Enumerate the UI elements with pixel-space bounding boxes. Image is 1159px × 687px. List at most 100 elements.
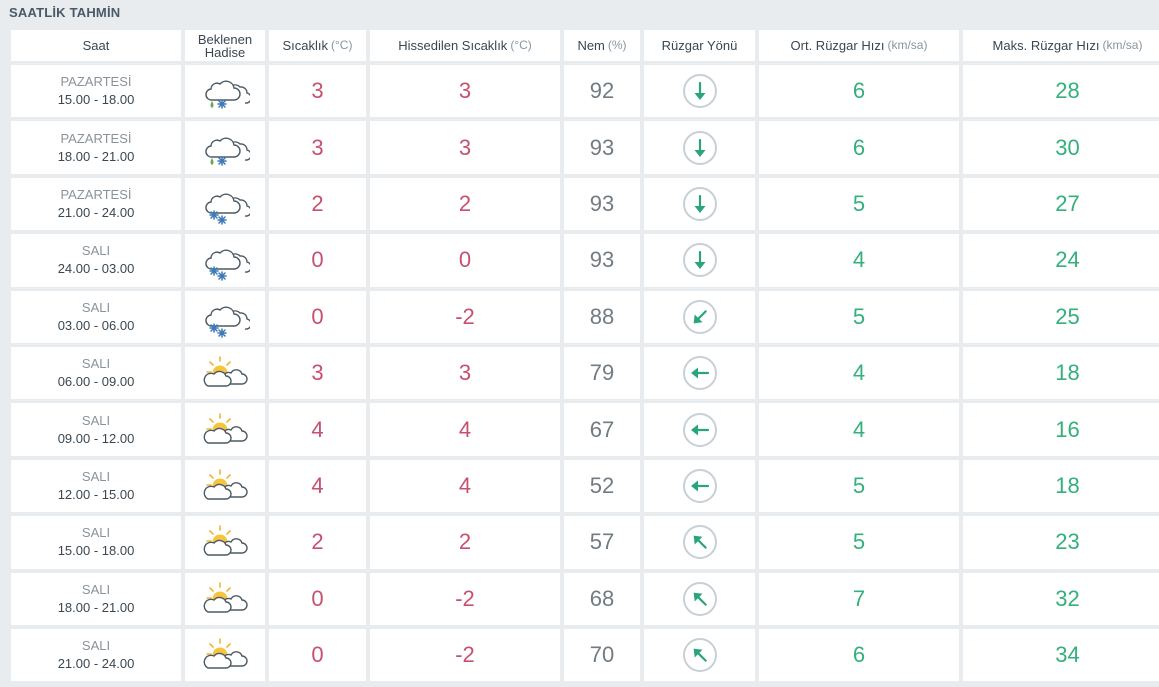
temperature-value: 3 (269, 65, 366, 118)
day-label: PAZARTESİ (60, 74, 132, 90)
section-title: SAATLİK TAHMİN (9, 5, 121, 20)
time-range: 09.00 - 12.00 (57, 430, 135, 446)
day-label: SALI (81, 356, 111, 372)
time-range: 24.00 - 03.00 (57, 261, 135, 277)
temperature-value: 2 (269, 177, 366, 231)
max-wind-value: 23 (963, 516, 1159, 569)
header-feels-like: Hissedilen Sıcaklık (°C) (370, 30, 560, 61)
time-cell: SALI 03.00 - 06.00 (11, 290, 181, 343)
time-cell: PAZARTESİ 21.00 - 24.00 (11, 177, 181, 231)
feels-like-value: -2 (370, 290, 560, 343)
time-cell: SALI 15.00 - 18.00 (11, 516, 181, 569)
max-wind-value: 16 (963, 403, 1159, 456)
temperature-value: 4 (269, 459, 366, 513)
wind-direction-cell (644, 572, 755, 625)
time-range: 06.00 - 09.00 (57, 374, 135, 390)
day-label: PAZARTESİ (60, 130, 132, 146)
day-label: SALI (81, 412, 111, 428)
temperature-value: 0 (269, 290, 366, 343)
feels-like-value: -2 (370, 628, 560, 682)
humidity-value: 93 (564, 177, 640, 231)
feels-like-value: 3 (370, 65, 560, 118)
humidity-value: 57 (564, 516, 640, 569)
avg-wind-value: 6 (759, 121, 959, 174)
day-label: SALI (81, 468, 111, 484)
temperature-value: 0 (269, 234, 366, 287)
temperature-value: 3 (269, 121, 366, 174)
weather-cell (185, 459, 265, 513)
day-label: SALI (81, 525, 111, 541)
header-avg-wind: Ort. Rüzgar Hızı (km/sa) (759, 30, 959, 61)
temperature-value: 0 (269, 628, 366, 682)
time-cell: PAZARTESİ 18.00 - 21.00 (11, 121, 181, 174)
time-range: 03.00 - 06.00 (57, 317, 135, 333)
weather-cell (185, 65, 265, 118)
weather-cell (185, 572, 265, 625)
avg-wind-value: 5 (759, 290, 959, 343)
partly-cloudy-icon (200, 409, 250, 451)
wind-direction-arrow-icon (682, 74, 717, 109)
feels-like-value: 2 (370, 516, 560, 569)
wind-direction-cell (644, 234, 755, 287)
wind-direction-cell (644, 628, 755, 682)
max-wind-value: 32 (963, 572, 1159, 625)
max-wind-value: 34 (963, 628, 1159, 682)
avg-wind-value: 5 (759, 459, 959, 513)
weather-cell (185, 403, 265, 456)
max-wind-value: 18 (963, 459, 1159, 513)
max-wind-value: 24 (963, 234, 1159, 287)
sleet-icon (200, 70, 250, 112)
wind-direction-cell (644, 121, 755, 174)
snow-icon (200, 296, 250, 338)
snow-icon (200, 183, 250, 225)
time-cell: SALI 12.00 - 15.00 (11, 459, 181, 513)
wind-direction-arrow-icon (682, 299, 717, 334)
max-wind-value: 18 (963, 346, 1159, 400)
wind-direction-arrow-icon (682, 243, 717, 278)
humidity-value: 67 (564, 403, 640, 456)
time-range: 15.00 - 18.00 (57, 543, 135, 559)
humidity-value: 93 (564, 121, 640, 174)
time-cell: SALI 18.00 - 21.00 (11, 572, 181, 625)
day-label: SALI (81, 638, 111, 654)
max-wind-value: 30 (963, 121, 1159, 174)
wind-direction-cell (644, 403, 755, 456)
day-label: SALI (81, 581, 111, 597)
wind-direction-cell (644, 177, 755, 231)
time-range: 18.00 - 21.00 (57, 148, 135, 164)
time-range: 15.00 - 18.00 (57, 92, 135, 108)
temperature-value: 2 (269, 516, 366, 569)
feels-like-value: 3 (370, 346, 560, 400)
partly-cloudy-icon (200, 352, 250, 394)
time-range: 21.00 - 24.00 (57, 204, 135, 220)
temperature-value: 0 (269, 572, 366, 625)
snow-icon (200, 239, 250, 282)
weather-cell (185, 628, 265, 682)
avg-wind-value: 4 (759, 234, 959, 287)
weather-cell (185, 346, 265, 400)
wind-direction-arrow-icon (682, 525, 717, 560)
header-time: Saat (11, 30, 181, 61)
feels-like-value: 4 (370, 459, 560, 513)
wind-direction-arrow-icon (682, 130, 717, 165)
feels-like-value: 0 (370, 234, 560, 287)
temperature-value: 4 (269, 403, 366, 456)
avg-wind-value: 6 (759, 628, 959, 682)
humidity-value: 79 (564, 346, 640, 400)
humidity-value: 68 (564, 572, 640, 625)
avg-wind-value: 5 (759, 516, 959, 569)
header-wind-direction: Rüzgar Yönü (644, 30, 755, 61)
weather-cell (185, 177, 265, 231)
time-range: 12.00 - 15.00 (57, 486, 135, 502)
partly-cloudy-icon (200, 634, 250, 676)
wind-direction-arrow-icon (682, 412, 717, 447)
temperature-value: 3 (269, 346, 366, 400)
time-range: 21.00 - 24.00 (57, 656, 135, 672)
weather-cell (185, 121, 265, 174)
hourly-forecast-table: Saat Beklenen Hadise Sıcaklık (°C) Hissed… (11, 30, 1159, 682)
avg-wind-value: 4 (759, 403, 959, 456)
time-cell: SALI 24.00 - 03.00 (11, 234, 181, 287)
day-label: SALI (81, 299, 111, 315)
humidity-value: 93 (564, 234, 640, 287)
partly-cloudy-icon (200, 521, 250, 563)
